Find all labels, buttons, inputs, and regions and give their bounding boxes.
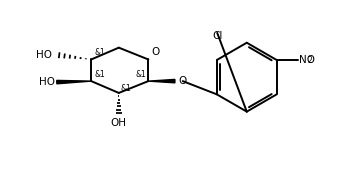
Polygon shape [57, 80, 91, 84]
Text: NO: NO [299, 55, 315, 65]
Text: &1: &1 [94, 48, 105, 58]
Polygon shape [148, 79, 175, 83]
Text: HO: HO [39, 77, 55, 87]
Text: O: O [179, 76, 187, 86]
Text: OH: OH [111, 118, 127, 128]
Text: Cl: Cl [212, 31, 222, 41]
Text: &1: &1 [136, 70, 146, 79]
Text: 2: 2 [308, 56, 313, 65]
Text: HO: HO [36, 50, 52, 59]
Text: &1: &1 [94, 70, 105, 79]
Text: O: O [151, 47, 160, 58]
Text: &1: &1 [121, 84, 131, 93]
